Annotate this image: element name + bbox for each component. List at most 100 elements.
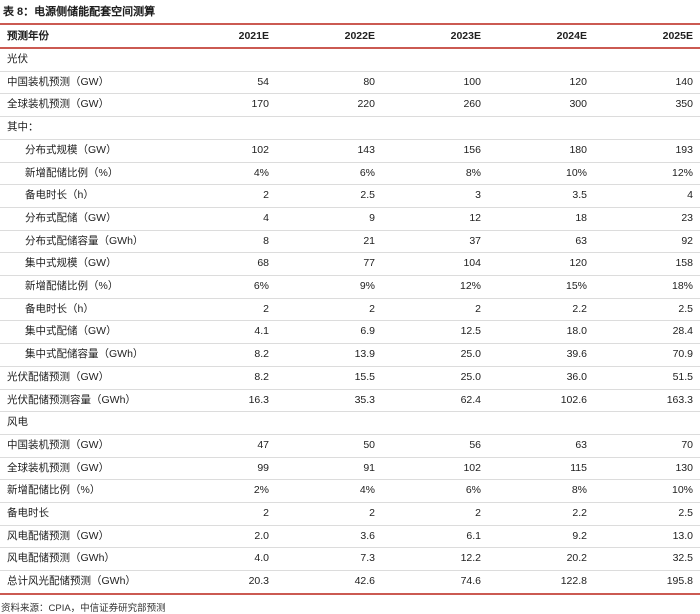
row-label: 备电时长（h） (0, 184, 170, 208)
cell-value: 8% (488, 479, 594, 504)
cell-value: 2 (382, 298, 488, 322)
cell-value: 32.5 (594, 547, 700, 572)
cell-value: 104 (382, 252, 488, 277)
table-row: 中国装机预测（GW） 47 50 56 63 70 (0, 434, 700, 458)
cell-value (382, 48, 488, 72)
row-label: 新增配储比例（%） (0, 275, 170, 299)
cell-value: 102 (382, 457, 488, 481)
cell-value: 2 (170, 184, 276, 208)
cell-value: 3.6 (276, 525, 382, 549)
cell-value: 3 (382, 184, 488, 208)
cell-value: 12% (594, 162, 700, 186)
cell-value: 100 (382, 71, 488, 95)
cell-value: 16.3 (170, 389, 276, 413)
cell-value: 6.9 (276, 320, 382, 345)
cell-value: 140 (594, 71, 700, 95)
cell-value: 6% (276, 162, 382, 186)
table-row: 备电时长（h） 2 2 2 2.2 2.5 (0, 298, 700, 322)
cell-value (382, 411, 488, 435)
row-label: 新增配储比例（%） (0, 162, 170, 186)
cell-value: 4 (594, 184, 700, 208)
cell-value: 25.0 (382, 343, 488, 367)
header-year-2025e: 2025E (594, 23, 700, 49)
cell-value: 260 (382, 93, 488, 118)
row-label: 中国装机预测（GW） (0, 434, 170, 458)
table-title: 表 8：电源侧储能配套空间测算 (3, 6, 156, 18)
cell-value: 10% (488, 162, 594, 186)
cell-value: 68 (170, 252, 276, 277)
cell-value: 2.5 (594, 298, 700, 322)
cell-value: 12.2 (382, 547, 488, 572)
row-label: 总计风光配储预测（GWh） (0, 570, 170, 595)
cell-value (594, 411, 700, 435)
cell-value: 39.6 (488, 343, 594, 367)
cell-value: 180 (488, 139, 594, 163)
cell-value (382, 116, 488, 140)
cell-value: 6.1 (382, 525, 488, 549)
cell-value: 35.3 (276, 389, 382, 413)
cell-value: 2.5 (594, 502, 700, 526)
table-row: 总计风光配储预测（GWh） 20.3 42.6 74.6 122.8 195.8 (0, 570, 700, 595)
cell-value: 120 (488, 252, 594, 277)
cell-value: 63 (488, 434, 594, 458)
cell-value: 13.0 (594, 525, 700, 549)
cell-value: 12.5 (382, 320, 488, 345)
cell-value: 62.4 (382, 389, 488, 413)
row-label: 集中式配储容量（GWh） (0, 343, 170, 367)
row-label: 全球装机预测（GW） (0, 457, 170, 481)
cell-value: 91 (276, 457, 382, 481)
cell-value: 2 (382, 502, 488, 526)
cell-value: 56 (382, 434, 488, 458)
cell-value (488, 116, 594, 140)
table-row: 集中式规模（GW） 68 77 104 120 158 (0, 252, 700, 277)
cell-value: 170 (170, 93, 276, 118)
cell-value: 4% (276, 479, 382, 504)
cell-value: 12% (382, 275, 488, 299)
cell-value: 15% (488, 275, 594, 299)
header-year-2023e: 2023E (382, 23, 488, 49)
cell-value: 99 (170, 457, 276, 481)
cell-value: 2 (170, 502, 276, 526)
row-label: 集中式规模（GW） (0, 252, 170, 277)
table-row: 备电时长 2 2 2 2.2 2.5 (0, 502, 700, 526)
row-label: 光伏配储预测容量（GWh） (0, 389, 170, 413)
cell-value: 130 (594, 457, 700, 481)
cell-value (276, 116, 382, 140)
cell-value (488, 411, 594, 435)
table-row: 备电时长（h） 2 2.5 3 3.5 4 (0, 184, 700, 208)
cell-value: 80 (276, 71, 382, 95)
cell-value: 102.6 (488, 389, 594, 413)
row-label: 集中式配储（GW） (0, 320, 170, 345)
cell-value: 9% (276, 275, 382, 299)
row-label: 分布式规模（GW） (0, 139, 170, 163)
row-label: 备电时长（h） (0, 298, 170, 322)
cell-value: 2.0 (170, 525, 276, 549)
cell-value: 37 (382, 230, 488, 254)
cell-value: 54 (170, 71, 276, 95)
cell-value: 163.3 (594, 389, 700, 413)
cell-value: 8.2 (170, 366, 276, 390)
section-row: 光伏 (0, 48, 700, 72)
table-row: 分布式配储（GW） 4 9 12 18 23 (0, 207, 700, 231)
row-label: 风电配储预测（GWh） (0, 547, 170, 572)
cell-value: 8.2 (170, 343, 276, 367)
cell-value: 70.9 (594, 343, 700, 367)
cell-value: 18% (594, 275, 700, 299)
cell-value (276, 411, 382, 435)
table-row: 全球装机预测（GW） 170 220 260 300 350 (0, 93, 700, 118)
row-label: 风电配储预测（GW） (0, 525, 170, 549)
row-label: 中国装机预测（GW） (0, 71, 170, 95)
cell-value: 51.5 (594, 366, 700, 390)
source-note: 资料来源：CPIA，中信证券研究部预测 (1, 602, 166, 614)
cell-value: 156 (382, 139, 488, 163)
row-label: 分布式配储容量（GWh） (0, 230, 170, 254)
cell-value: 9 (276, 207, 382, 231)
cell-value (488, 48, 594, 72)
table-body: 光伏 中国装机预测（GW） 54 80 100 120 140 全球装机预测（GW） 170 22… (0, 48, 700, 595)
header-year-2024e: 2024E (488, 23, 594, 49)
row-label: 备电时长 (0, 502, 170, 526)
cell-value: 20.2 (488, 547, 594, 572)
cell-value: 193 (594, 139, 700, 163)
cell-value: 4% (170, 162, 276, 186)
